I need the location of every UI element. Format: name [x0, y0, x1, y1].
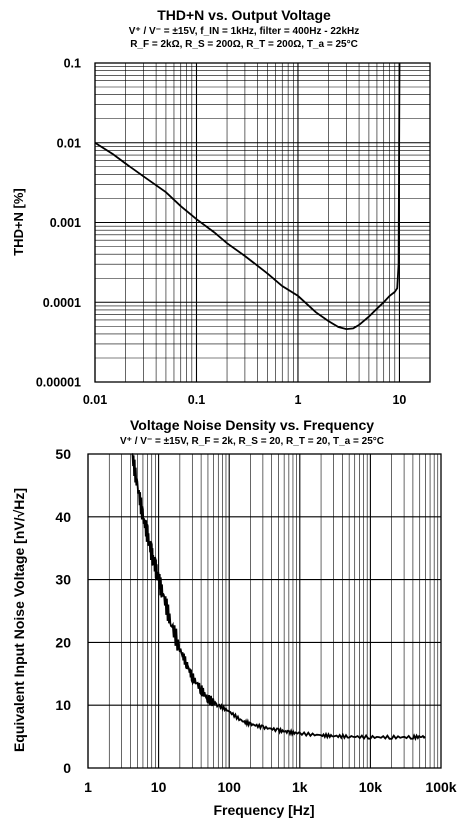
noise-x-tick-label: 10	[151, 779, 167, 795]
thd-plot-frame	[94, 62, 431, 383]
noise-tick-labels: 1 10 100 1k 10k 100k 0 10 20 30 40 50	[55, 446, 456, 795]
noise-series-line	[131, 453, 426, 741]
thd-x-tick-label: 1	[294, 393, 301, 407]
thd-y-tick-label: 0.01	[57, 136, 81, 150]
noise-y-tick-label: 0	[63, 760, 71, 776]
thd-chart-subtitle-line1: V⁺ / V⁻ = ±15V, f_IN = 1kHz, filter = 40…	[129, 26, 360, 37]
noise-y-tick-label: 20	[55, 634, 71, 650]
noise-y-axis-label: Equivalent Input Noise Voltage [nV/√Hz]	[11, 488, 27, 752]
thd-series-line	[94, 62, 401, 331]
thd-tick-labels: 0.01 0.1 1 10 0.00001 0.0001 0.001 0.01 0.1	[36, 57, 407, 408]
noise-x-tick-label: 100	[218, 779, 242, 795]
thd-y-tick-label: 0.001	[50, 216, 81, 230]
noise-y-tick-label: 30	[55, 572, 71, 588]
thd-chart-title: THD+N vs. Output Voltage	[157, 7, 331, 23]
thd-x-tick-label: 0.1	[188, 393, 205, 407]
noise-y-tick-label: 40	[55, 509, 71, 525]
thd-y-axis-label: THD+N [%]	[11, 188, 26, 256]
noise-chart: Voltage Noise Density vs. Frequency V⁺ /…	[11, 417, 457, 818]
thd-y-tick-label: 0.0001	[43, 296, 81, 310]
thd-chart-subtitle-line2: R_F = 2kΩ, R_S = 200Ω, R_T = 200Ω, T_a =…	[130, 39, 358, 50]
noise-chart-subtitle: V⁺ / V⁻ = ±15V, R_F = 2k, R_S = 20, R_T …	[120, 436, 384, 447]
thd-x-tick-label: 10	[392, 393, 406, 407]
thd-y-tick-label: 0.00001	[36, 376, 81, 390]
noise-y-tick-label: 50	[55, 446, 71, 462]
noise-plot-frame	[87, 453, 442, 769]
noise-x-tick-label: 1	[84, 779, 92, 795]
noise-x-tick-label: 1k	[292, 779, 308, 795]
noise-y-tick-label: 10	[55, 697, 71, 713]
noise-x-tick-label: 10k	[359, 779, 383, 795]
noise-x-axis-label: Frequency [Hz]	[213, 802, 314, 818]
thd-y-tick-label: 0.1	[64, 57, 81, 71]
thd-chart: THD+N vs. Output Voltage V⁺ / V⁻ = ±15V,…	[11, 7, 431, 408]
thd-x-tick-label: 0.01	[83, 393, 107, 407]
noise-x-tick-label: 100k	[425, 779, 456, 795]
thd-gridlines	[94, 63, 431, 383]
noise-chart-title: Voltage Noise Density vs. Frequency	[130, 417, 374, 433]
